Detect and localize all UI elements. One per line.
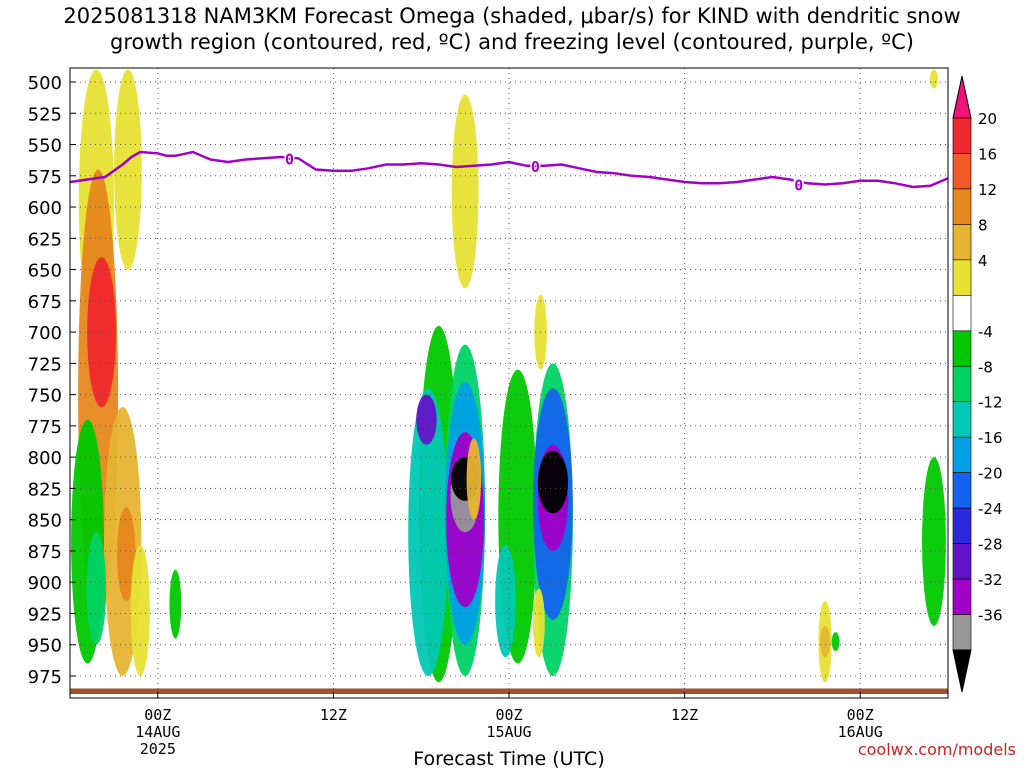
grid bbox=[70, 68, 948, 698]
y-tick-label-11: 775 bbox=[28, 417, 62, 438]
y-tick-label-16: 900 bbox=[28, 573, 62, 594]
colorbar-label-10: -24 bbox=[978, 500, 1003, 518]
colorbar-label-7: -12 bbox=[978, 394, 1003, 412]
freezing-level-layer: 0 0 0 bbox=[70, 150, 948, 195]
colorbar-label-2: 12 bbox=[978, 181, 997, 199]
colorbar-swatch-5 bbox=[952, 259, 972, 296]
colorbar-label-11: -28 bbox=[978, 536, 1003, 554]
freezing-label-0: 0 bbox=[285, 150, 294, 168]
x-tick-label-4: 00Z bbox=[847, 706, 874, 724]
y-tick-label-6: 650 bbox=[28, 261, 62, 282]
y-tick-label-7: 675 bbox=[28, 292, 62, 313]
omega-cell-8 bbox=[86, 532, 107, 645]
omega-cell-1 bbox=[114, 69, 142, 270]
omega-cell-22 bbox=[495, 544, 516, 658]
colorbar-swatch-3 bbox=[952, 188, 972, 225]
credit-link[interactable]: coolwx.com/models bbox=[857, 740, 1016, 759]
freezing-level-line bbox=[70, 150, 948, 189]
colorbar-swatch-1 bbox=[952, 117, 972, 154]
y-tick-label-4: 600 bbox=[28, 198, 62, 219]
freezing-label-bg-2 bbox=[793, 176, 804, 193]
y-tick-label-2: 550 bbox=[28, 136, 62, 157]
colorbar-swatch-7 bbox=[952, 330, 972, 367]
x-tick-label-0: 00Z bbox=[144, 706, 171, 724]
colorbar-label-1: 16 bbox=[978, 145, 997, 163]
axes: 500 525 550 575 600 625 650 675 700 725 750 775 800 8… bbox=[28, 73, 883, 758]
y-tick-label-13: 825 bbox=[28, 479, 62, 500]
omega-cell-3 bbox=[87, 257, 117, 408]
x-tick-date-0: 14AUG bbox=[135, 723, 180, 741]
omega-cell-29 bbox=[820, 625, 830, 658]
freezing-label-2: 0 bbox=[794, 177, 803, 195]
colorbar-label-3: 8 bbox=[978, 216, 988, 234]
y-tick-label-3: 575 bbox=[28, 167, 62, 188]
x-tick-label-1: 12Z bbox=[320, 706, 347, 724]
colorbar-label-0: 20 bbox=[978, 110, 997, 128]
chart-title-line1: 2025081318 NAM3KM Forecast Omega (shaded… bbox=[63, 4, 961, 28]
colorbar-swatch-9 bbox=[952, 401, 972, 438]
omega-cell-13 bbox=[408, 388, 449, 676]
colorbar-swatch-2 bbox=[952, 153, 972, 190]
x-tick-year-0: 2025 bbox=[140, 740, 176, 758]
colorbar-triangle-top bbox=[952, 75, 972, 119]
omega-cell-27 bbox=[532, 588, 545, 658]
y-tick-label-1: 525 bbox=[28, 104, 62, 125]
colorbar-label-8: -16 bbox=[978, 429, 1003, 447]
colorbar-label-12: -32 bbox=[978, 571, 1003, 589]
x-axis-label: Forecast Time (UTC) bbox=[413, 748, 604, 768]
omega-cell-9 bbox=[169, 569, 182, 639]
y-tick-label-8: 700 bbox=[28, 323, 62, 344]
x-tick-date-4: 16AUG bbox=[838, 723, 883, 741]
y-tick-label-5: 625 bbox=[28, 229, 62, 250]
x-tick-label-3: 12Z bbox=[671, 706, 698, 724]
freezing-label-1: 0 bbox=[531, 158, 540, 176]
y-tick-label-15: 875 bbox=[28, 542, 62, 563]
colorbar-swatch-6 bbox=[952, 295, 972, 332]
colorbar-swatch-11 bbox=[952, 472, 972, 509]
omega-cell-10 bbox=[451, 94, 479, 289]
omega-cell-6 bbox=[130, 544, 150, 676]
colorbar-swatch-4 bbox=[952, 224, 972, 261]
colorbar-label-5: -4 bbox=[978, 323, 993, 341]
colorbar-swatch-14 bbox=[952, 578, 972, 615]
colorbar-label-13: -36 bbox=[978, 607, 1003, 625]
y-tick-label-9: 725 bbox=[28, 354, 62, 375]
freezing-label-bg-0 bbox=[284, 150, 295, 167]
omega-cell-32 bbox=[929, 69, 938, 89]
omega-cell-26 bbox=[537, 450, 569, 514]
colorbar-swatch-12 bbox=[952, 507, 972, 544]
omega-shading bbox=[70, 69, 948, 694]
colorbar-label-9: -20 bbox=[978, 465, 1003, 483]
colorbar-label-4: 4 bbox=[978, 252, 988, 270]
freezing-label-bg-1 bbox=[530, 157, 541, 174]
omega-cell-31 bbox=[922, 457, 946, 626]
colorbar-label-6: -8 bbox=[978, 358, 993, 376]
y-tick-label-18: 950 bbox=[28, 636, 62, 657]
x-tick-label-2: 00Z bbox=[495, 706, 522, 724]
colorbar: 20 16 12 8 4 -4 -8 -12 -16 -20 -24 -28 -32 -36 bbox=[952, 75, 1003, 693]
y-tick-label-19: 975 bbox=[28, 667, 62, 688]
y-tick-label-12: 800 bbox=[28, 448, 62, 469]
y-tick-label-10: 750 bbox=[28, 386, 62, 407]
colorbar-triangle-bottom bbox=[952, 649, 972, 693]
colorbar-swatch-10 bbox=[952, 436, 972, 473]
y-tick-label-14: 850 bbox=[28, 511, 62, 532]
surface-terrain bbox=[70, 688, 948, 694]
x-tick-date-2: 15AUG bbox=[486, 723, 531, 741]
chart-title-line2: growth region (contoured, red, ºC) and f… bbox=[110, 30, 914, 54]
colorbar-swatch-8 bbox=[952, 365, 972, 403]
colorbar-swatch-13 bbox=[952, 543, 972, 580]
omega-cell-14 bbox=[416, 394, 437, 445]
omega-cell-5 bbox=[116, 507, 136, 601]
omega-cell-30 bbox=[831, 632, 840, 651]
colorbar-swatch-15 bbox=[952, 614, 972, 651]
y-tick-label-0: 500 bbox=[28, 73, 62, 94]
y-tick-label-17: 925 bbox=[28, 604, 62, 625]
omega-cell-20 bbox=[466, 438, 482, 520]
